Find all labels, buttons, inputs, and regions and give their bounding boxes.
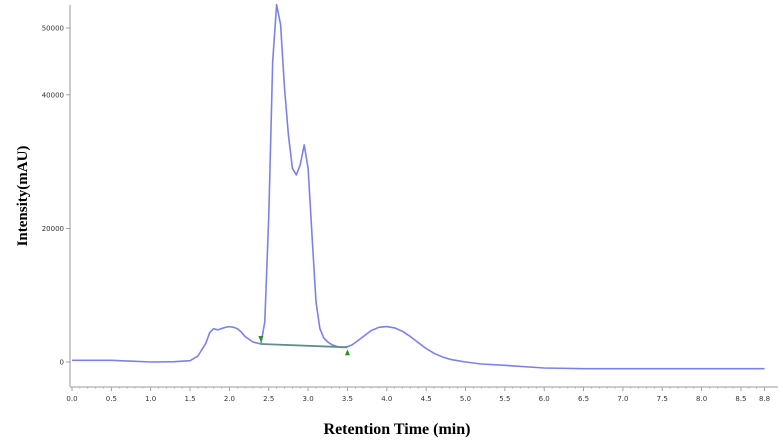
y-tick-label: 20000: [42, 225, 64, 233]
peak-label: 1: [279, 0, 283, 2]
x-tick-label: 1.0: [145, 395, 156, 403]
x-tick-label: 3.5: [342, 395, 353, 403]
x-tick-label: 4.0: [381, 395, 392, 403]
x-tick-label: 0.5: [106, 395, 117, 403]
x-tick-label: 0.0: [66, 395, 77, 403]
x-tick-label: 1.5: [184, 395, 195, 403]
y-ticks: 0 20000 40000 50000: [42, 25, 70, 367]
x-ticks: 0.0 0.5 1.0 1.5 2.0 2.5 3.0 3.5 4.0 4.5 5.0 5.5 6.0 6…: [66, 387, 770, 403]
x-tick-label: 5.0: [460, 395, 471, 403]
integration-marker: [258, 335, 264, 342]
x-tick-label: 4.5: [421, 395, 432, 403]
y-tick-label: 40000: [42, 91, 64, 99]
y-axis-title: Intensity(mAU): [15, 146, 31, 247]
plot-area: 0.0 0.5 1.0 1.5 2.0 2.5 3.0 3.5 4.0 4.5 5.0 5.5 6.0 6…: [42, 0, 778, 403]
x-tick-label: 2.5: [263, 395, 274, 403]
y-tick-label: 50000: [42, 25, 64, 33]
y-tick-label: 0: [60, 359, 64, 367]
x-axis-title: Retention Time (min): [324, 421, 471, 438]
integration-baseline: [260, 343, 348, 349]
x-tick-label: 6.5: [578, 395, 589, 403]
x-tick-label: 3.0: [303, 395, 314, 403]
integration-marker: [344, 349, 350, 356]
x-tick-label: 5.5: [499, 395, 510, 403]
chromatogram-trace: [72, 3, 765, 370]
x-tick-label: 6.0: [539, 395, 550, 403]
x-tick-label: 7.5: [657, 395, 668, 403]
x-tick-label: 2.0: [224, 395, 235, 403]
x-tick-label: 8.5: [735, 395, 746, 403]
integration-markers: [258, 335, 350, 356]
x-tick-label: 7.0: [617, 395, 628, 403]
x-tick-label: 8.8: [759, 395, 770, 403]
x-tick-label: 8.0: [696, 395, 707, 403]
